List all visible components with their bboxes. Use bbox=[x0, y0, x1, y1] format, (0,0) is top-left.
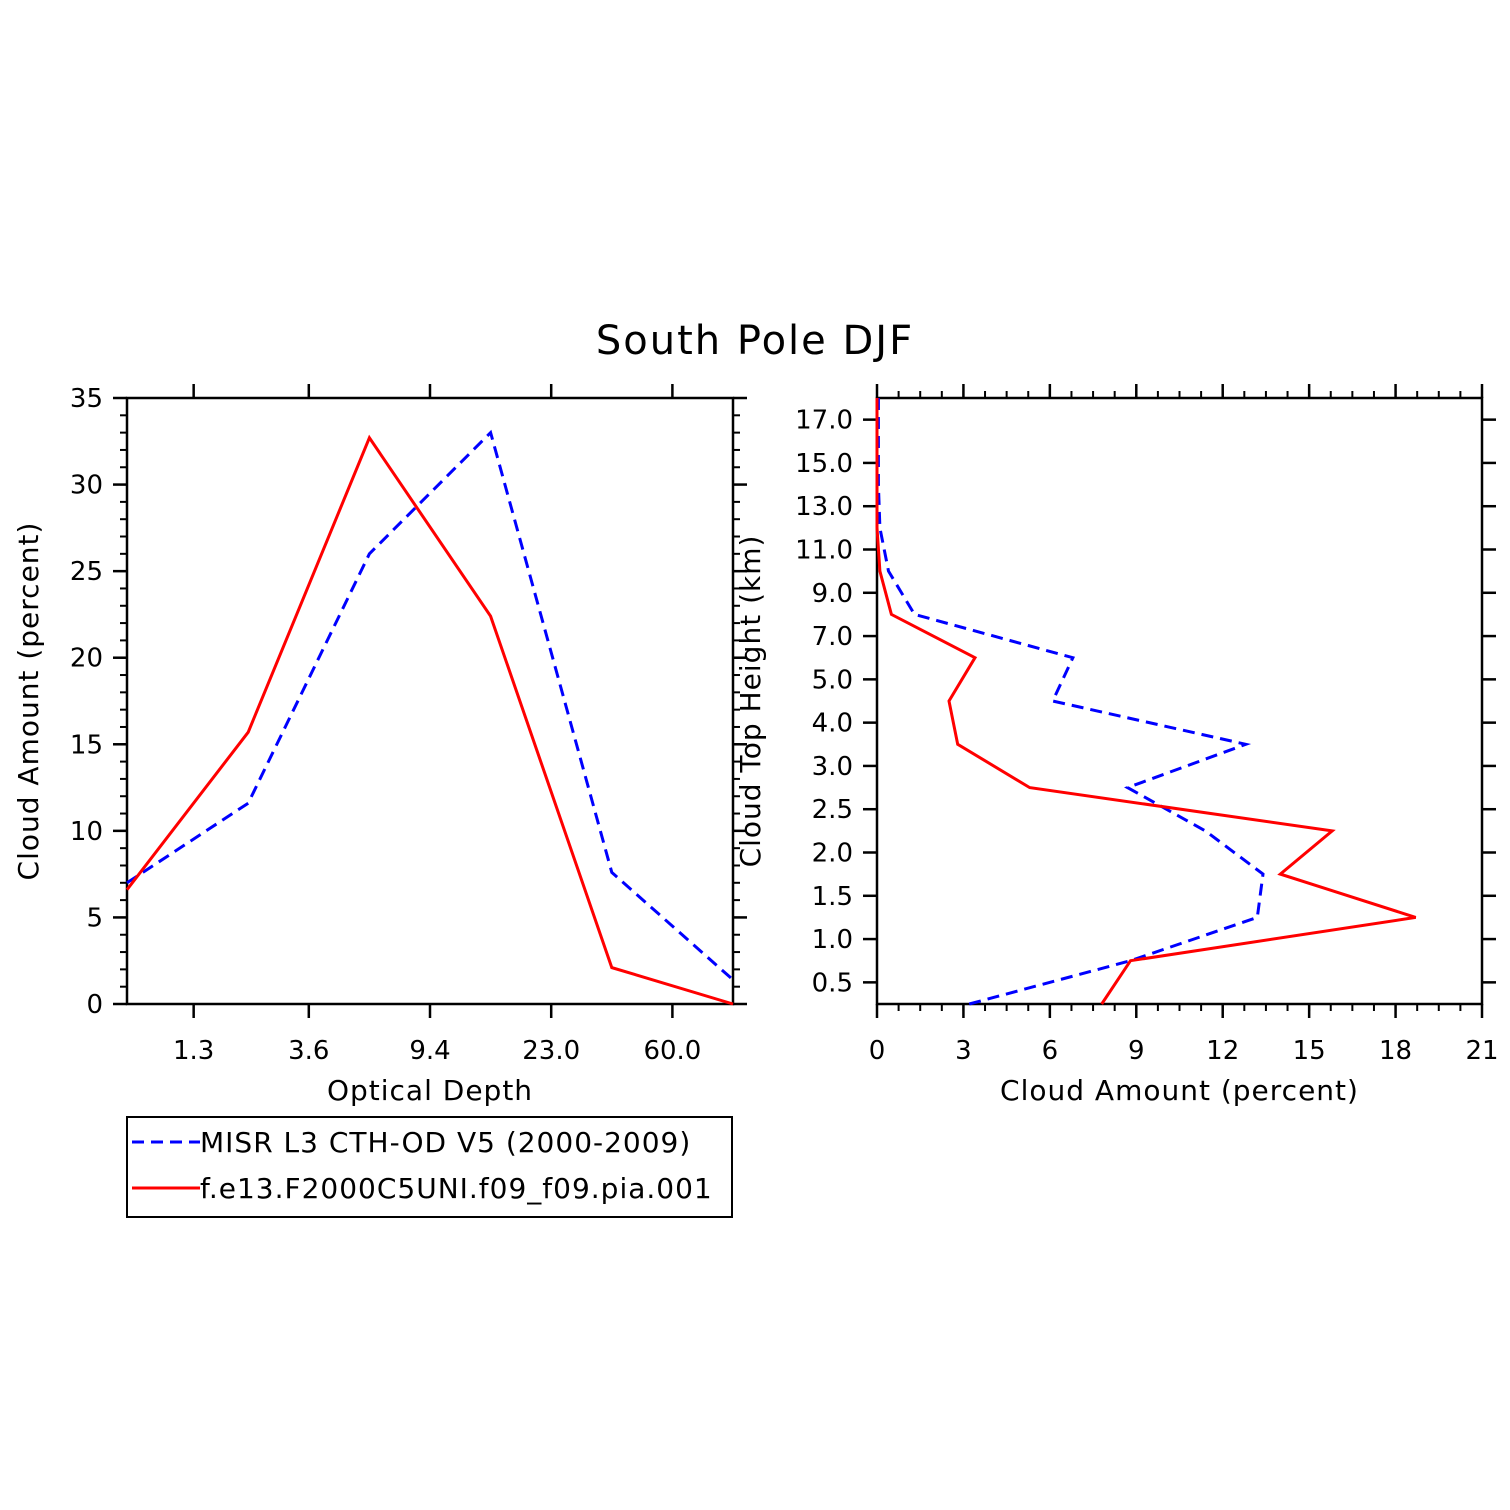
y-tick-label: 0.5 bbox=[812, 968, 853, 998]
x-tick-label: 60.0 bbox=[643, 1036, 701, 1066]
x-tick-label: 23.0 bbox=[522, 1036, 580, 1066]
series-line-model bbox=[125, 434, 734, 1006]
y-tick-label: 9.0 bbox=[812, 579, 853, 609]
y-axis-label: Cloud Amount (percent) bbox=[12, 522, 45, 881]
series-line-misr bbox=[876, 398, 1265, 1006]
y-tick-label: 15.0 bbox=[795, 449, 853, 479]
x-tick-label: 3 bbox=[955, 1036, 972, 1066]
x-tick-label: 18 bbox=[1379, 1036, 1412, 1066]
y-tick-label: 17.0 bbox=[795, 406, 853, 436]
y-tick-label: 5 bbox=[86, 903, 103, 933]
x-tick-label: 1.3 bbox=[173, 1036, 214, 1066]
x-tick-label: 6 bbox=[1042, 1036, 1059, 1066]
legend-label-misr: MISR L3 CTH-OD V5 (2000-2009) bbox=[200, 1126, 691, 1159]
plot-frame bbox=[875, 396, 1484, 1006]
y-tick-label: 5.0 bbox=[812, 665, 853, 695]
x-tick-label: 21 bbox=[1465, 1036, 1498, 1066]
y-tick-label: 35 bbox=[70, 384, 103, 414]
x-tick-label: 15 bbox=[1293, 1036, 1326, 1066]
legend-box bbox=[126, 1116, 733, 1218]
y-tick-label: 30 bbox=[70, 471, 103, 501]
cloud-height-panel: 0 3 6 9 12 15 18 21 0.5 1.0 1.5 2.0 2.5 3.0 4.0 5.0 7.0 9… bbox=[734, 384, 1499, 1107]
x-axis-label: Optical Depth bbox=[327, 1074, 533, 1107]
legend-entry-misr: MISR L3 CTH-OD V5 (2000-2009) bbox=[132, 1126, 691, 1159]
x-tick-label: 0 bbox=[869, 1036, 886, 1066]
x-tick-label: 9.4 bbox=[409, 1036, 450, 1066]
y-tick-label: 3.0 bbox=[812, 752, 853, 782]
x-tick-label: 9 bbox=[1128, 1036, 1145, 1066]
y-tick-label: 1.5 bbox=[812, 882, 853, 912]
optical-depth-panel: 1.3 3.6 9.4 23.0 60.0 0 5 10 15 20 25 30 35 Optical D… bbox=[12, 384, 747, 1107]
y-tick-label: 0 bbox=[86, 990, 103, 1020]
y-tick-label: 25 bbox=[70, 557, 103, 587]
y-tick-label: 4.0 bbox=[812, 709, 853, 739]
x-tick-label: 12 bbox=[1206, 1036, 1239, 1066]
x-axis-label: Cloud Amount (percent) bbox=[1000, 1074, 1359, 1107]
y-tick-label: 20 bbox=[70, 644, 103, 674]
legend-entry-model: f.e13.F2000C5UNI.f09_f09.pia.001 bbox=[132, 1172, 713, 1205]
y-tick-label: 15 bbox=[70, 730, 103, 760]
y-tick-label: 10 bbox=[70, 817, 103, 847]
y-tick-label: 13.0 bbox=[795, 492, 853, 522]
plot-frame bbox=[125, 396, 735, 1006]
x-tick-label: 3.6 bbox=[288, 1036, 329, 1066]
y-tick-label: 7.0 bbox=[812, 622, 853, 652]
series-line-model bbox=[875, 398, 1417, 1005]
y-tick-label: 11.0 bbox=[795, 536, 853, 566]
legend-label-model: f.e13.F2000C5UNI.f09_f09.pia.001 bbox=[200, 1172, 713, 1205]
y-tick-label: 1.0 bbox=[812, 925, 853, 955]
y-tick-label: 2.0 bbox=[812, 839, 853, 869]
y-axis-label: Cloud Top Height (km) bbox=[734, 535, 767, 868]
y-tick-label: 2.5 bbox=[812, 795, 853, 825]
series-line-misr bbox=[126, 429, 734, 981]
chart-title: South Pole DJF bbox=[596, 318, 914, 364]
legend: MISR L3 CTH-OD V5 (2000-2009) f.e13.F200… bbox=[126, 1116, 733, 1218]
